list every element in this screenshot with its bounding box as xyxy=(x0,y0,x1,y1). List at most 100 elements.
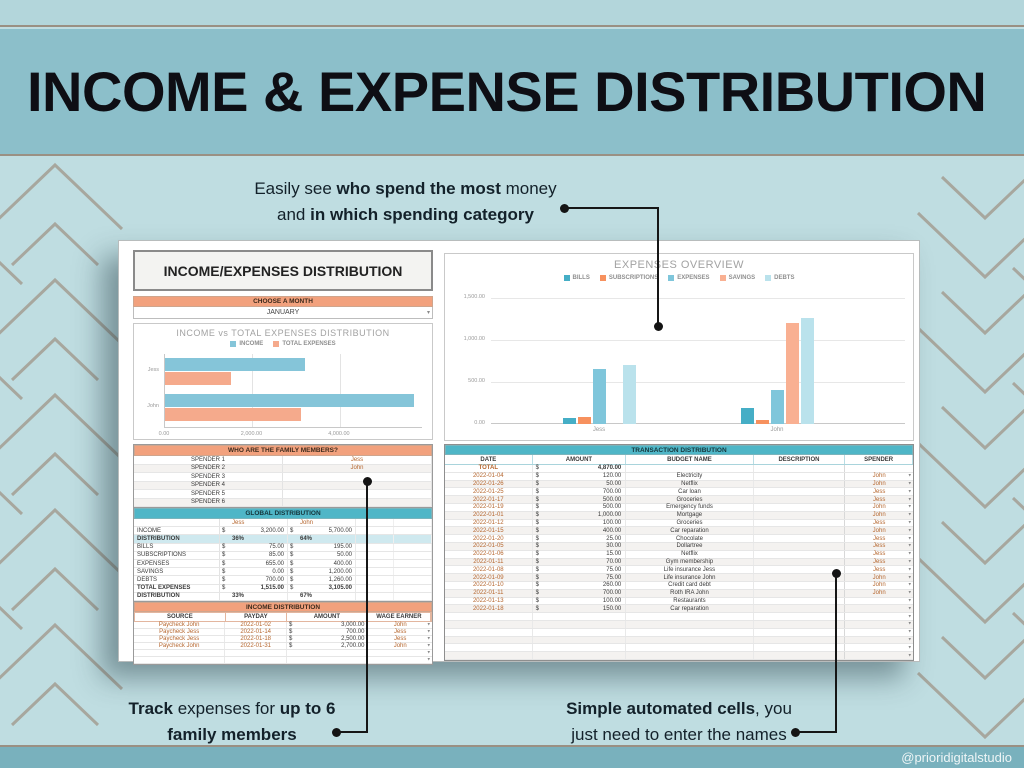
table-row: SPENDER 4 xyxy=(134,481,432,490)
budget-cell xyxy=(626,620,754,628)
table-row: 2022-01-08 $75.00 Life insurance Jess Jess ▾ xyxy=(445,566,913,575)
spender-dropdown[interactable]: John ▾ xyxy=(872,527,912,534)
spender-dropdown[interactable]: Jess ▾ xyxy=(872,488,912,495)
spender-dropdown[interactable]: John ▾ xyxy=(872,574,912,581)
spender-dropdown[interactable]: ▾ xyxy=(845,613,913,620)
expenses-overview-chart: EXPENSES OVERVIEW BILLS SUBSCRIPTIONS EXPE… xyxy=(444,253,914,441)
spender-dropdown[interactable]: ▾ xyxy=(845,644,913,651)
annotation-line: family members xyxy=(167,724,297,744)
spender-dropdown[interactable]: ▾ xyxy=(845,637,913,644)
table-row: DISTRIBUTION 36% 64% xyxy=(134,535,432,544)
wage-earner-dropdown[interactable]: ▾ xyxy=(368,657,432,663)
amount-cell: 700.00 xyxy=(547,589,627,597)
legend-swatch xyxy=(765,275,772,281)
wage-earner-dropdown[interactable]: John ▾ xyxy=(393,621,430,628)
spender-name-cell[interactable] xyxy=(283,490,432,498)
spender-dropdown[interactable]: Jess ▾ xyxy=(872,550,912,558)
amount-cell: 150.00 xyxy=(547,605,627,613)
empty-cell xyxy=(394,568,432,576)
amount-cell: 1,260.00 xyxy=(300,576,356,584)
spender-dropdown[interactable]: ▾ xyxy=(845,629,913,636)
author-handle: @prioridigitalstudio xyxy=(901,750,1012,765)
currency-cell: $ xyxy=(290,552,294,559)
row-label: DEBTS xyxy=(134,576,220,584)
spender-dropdown[interactable]: John ▾ xyxy=(872,589,912,597)
amount-cell: 70.00 xyxy=(547,558,627,566)
income-table-title: INCOME DISTRIBUTION xyxy=(134,602,432,612)
description-cell xyxy=(754,511,846,519)
spender-name-cell[interactable] xyxy=(283,473,432,481)
payday-cell: 2022-01-18 xyxy=(225,636,287,642)
table-row: SPENDER 1 Jess xyxy=(134,456,432,465)
budget-cell: Credit card debt xyxy=(626,581,754,589)
spender-dropdown[interactable]: Jess ▾ xyxy=(872,535,912,542)
empty-cell xyxy=(394,584,432,592)
empty-cell xyxy=(394,576,432,584)
date-cell: 2022-01-11 xyxy=(445,558,533,566)
wage-earner-dropdown[interactable]: Jess ▾ xyxy=(394,628,430,635)
spender-dropdown[interactable]: Jess ▾ xyxy=(872,519,912,526)
spender-dropdown[interactable]: John ▾ xyxy=(872,480,912,487)
legend-swatch xyxy=(563,275,570,281)
income-table-headers: SOURCE PAYDAY AMOUNT WAGE EARNER xyxy=(134,612,432,622)
spender-dropdown[interactable]: Jess ▾ xyxy=(872,558,912,565)
amount-cell xyxy=(299,657,369,663)
wage-earner-dropdown[interactable]: Jess ▾ xyxy=(394,635,430,642)
spender-name-cell[interactable] xyxy=(283,498,432,506)
chart-title: EXPENSES OVERVIEW xyxy=(614,259,744,271)
budget-cell xyxy=(626,465,754,472)
currency-cell: $ xyxy=(222,560,226,567)
spender-dropdown[interactable]: ▾ xyxy=(845,605,913,612)
currency-cell: $ xyxy=(535,551,539,558)
spender-dropdown[interactable]: Jess ▾ xyxy=(872,566,912,573)
empty-cell xyxy=(356,584,394,592)
spender-label: SPENDER 5 xyxy=(134,490,283,498)
spender-dropdown[interactable]: John ▾ xyxy=(872,503,912,511)
chevron-down-icon: ▾ xyxy=(908,527,912,534)
date-cell xyxy=(445,644,533,652)
description-cell xyxy=(754,503,846,511)
percent-cell: 67% xyxy=(288,592,356,600)
description-cell xyxy=(754,589,846,597)
spender-dropdown[interactable]: ▾ xyxy=(845,621,913,628)
legend-label: DEBTS xyxy=(774,275,795,281)
budget-cell: Groceries xyxy=(626,519,754,527)
spender-name-cell[interactable]: John xyxy=(283,464,432,472)
currency-cell: $ xyxy=(535,519,539,526)
wage-earner-dropdown[interactable]: ▾ xyxy=(368,650,432,656)
empty-cell xyxy=(356,559,394,568)
description-cell xyxy=(754,527,846,535)
empty-cell xyxy=(394,527,432,535)
spender-dropdown[interactable]: Jess ▾ xyxy=(872,496,912,503)
table-row: 2022-01-17 $500.00 Groceries Jess ▾ xyxy=(445,496,913,504)
amount-cell xyxy=(547,636,627,644)
amount-cell: 15.00 xyxy=(547,550,627,558)
chevron-down-icon: ▾ xyxy=(427,621,430,628)
spender-name-cell[interactable] xyxy=(283,481,432,489)
chevron-down-icon: ▾ xyxy=(908,566,912,573)
spender-name-cell[interactable]: Jess xyxy=(283,456,432,464)
spender-dropdown[interactable]: John ▾ xyxy=(872,511,912,519)
column-header: WAGE EARNER xyxy=(368,613,431,621)
legend-label: EXPENSES xyxy=(677,275,710,281)
chart-title: INCOME vs TOTAL EXPENSES DISTRIBUTION xyxy=(176,328,390,338)
spender-dropdown[interactable]: John ▾ xyxy=(872,472,912,480)
date-cell xyxy=(445,620,533,628)
spender-dropdown[interactable]: ▾ xyxy=(845,652,913,659)
wage-earner-dropdown[interactable]: John ▾ xyxy=(393,642,430,649)
legend-item: SUBSCRIPTIONS xyxy=(599,275,658,281)
currency-cell: $ xyxy=(535,480,539,487)
annotation-bottom-right: Simple automated cells, you just need to… xyxy=(556,696,802,747)
source-cell: Paycheck John xyxy=(134,622,226,628)
spender-dropdown[interactable]: Jess ▾ xyxy=(872,542,912,550)
currency-cell: $ xyxy=(535,465,539,472)
spender-dropdown[interactable]: John ▾ xyxy=(872,581,912,589)
description-cell xyxy=(754,472,846,480)
page-title: INCOME & EXPENSE DISTRIBUTION xyxy=(27,60,987,123)
date-cell xyxy=(445,613,533,620)
spender-dropdown[interactable]: ▾ xyxy=(845,598,913,605)
currency-cell: $ xyxy=(290,576,294,583)
month-dropdown[interactable]: JANUARY ▾ xyxy=(133,307,433,319)
chart-value-axis: 0.00 500.00 1,000.00 1,500.00 xyxy=(445,254,487,442)
amount-cell xyxy=(547,652,627,659)
